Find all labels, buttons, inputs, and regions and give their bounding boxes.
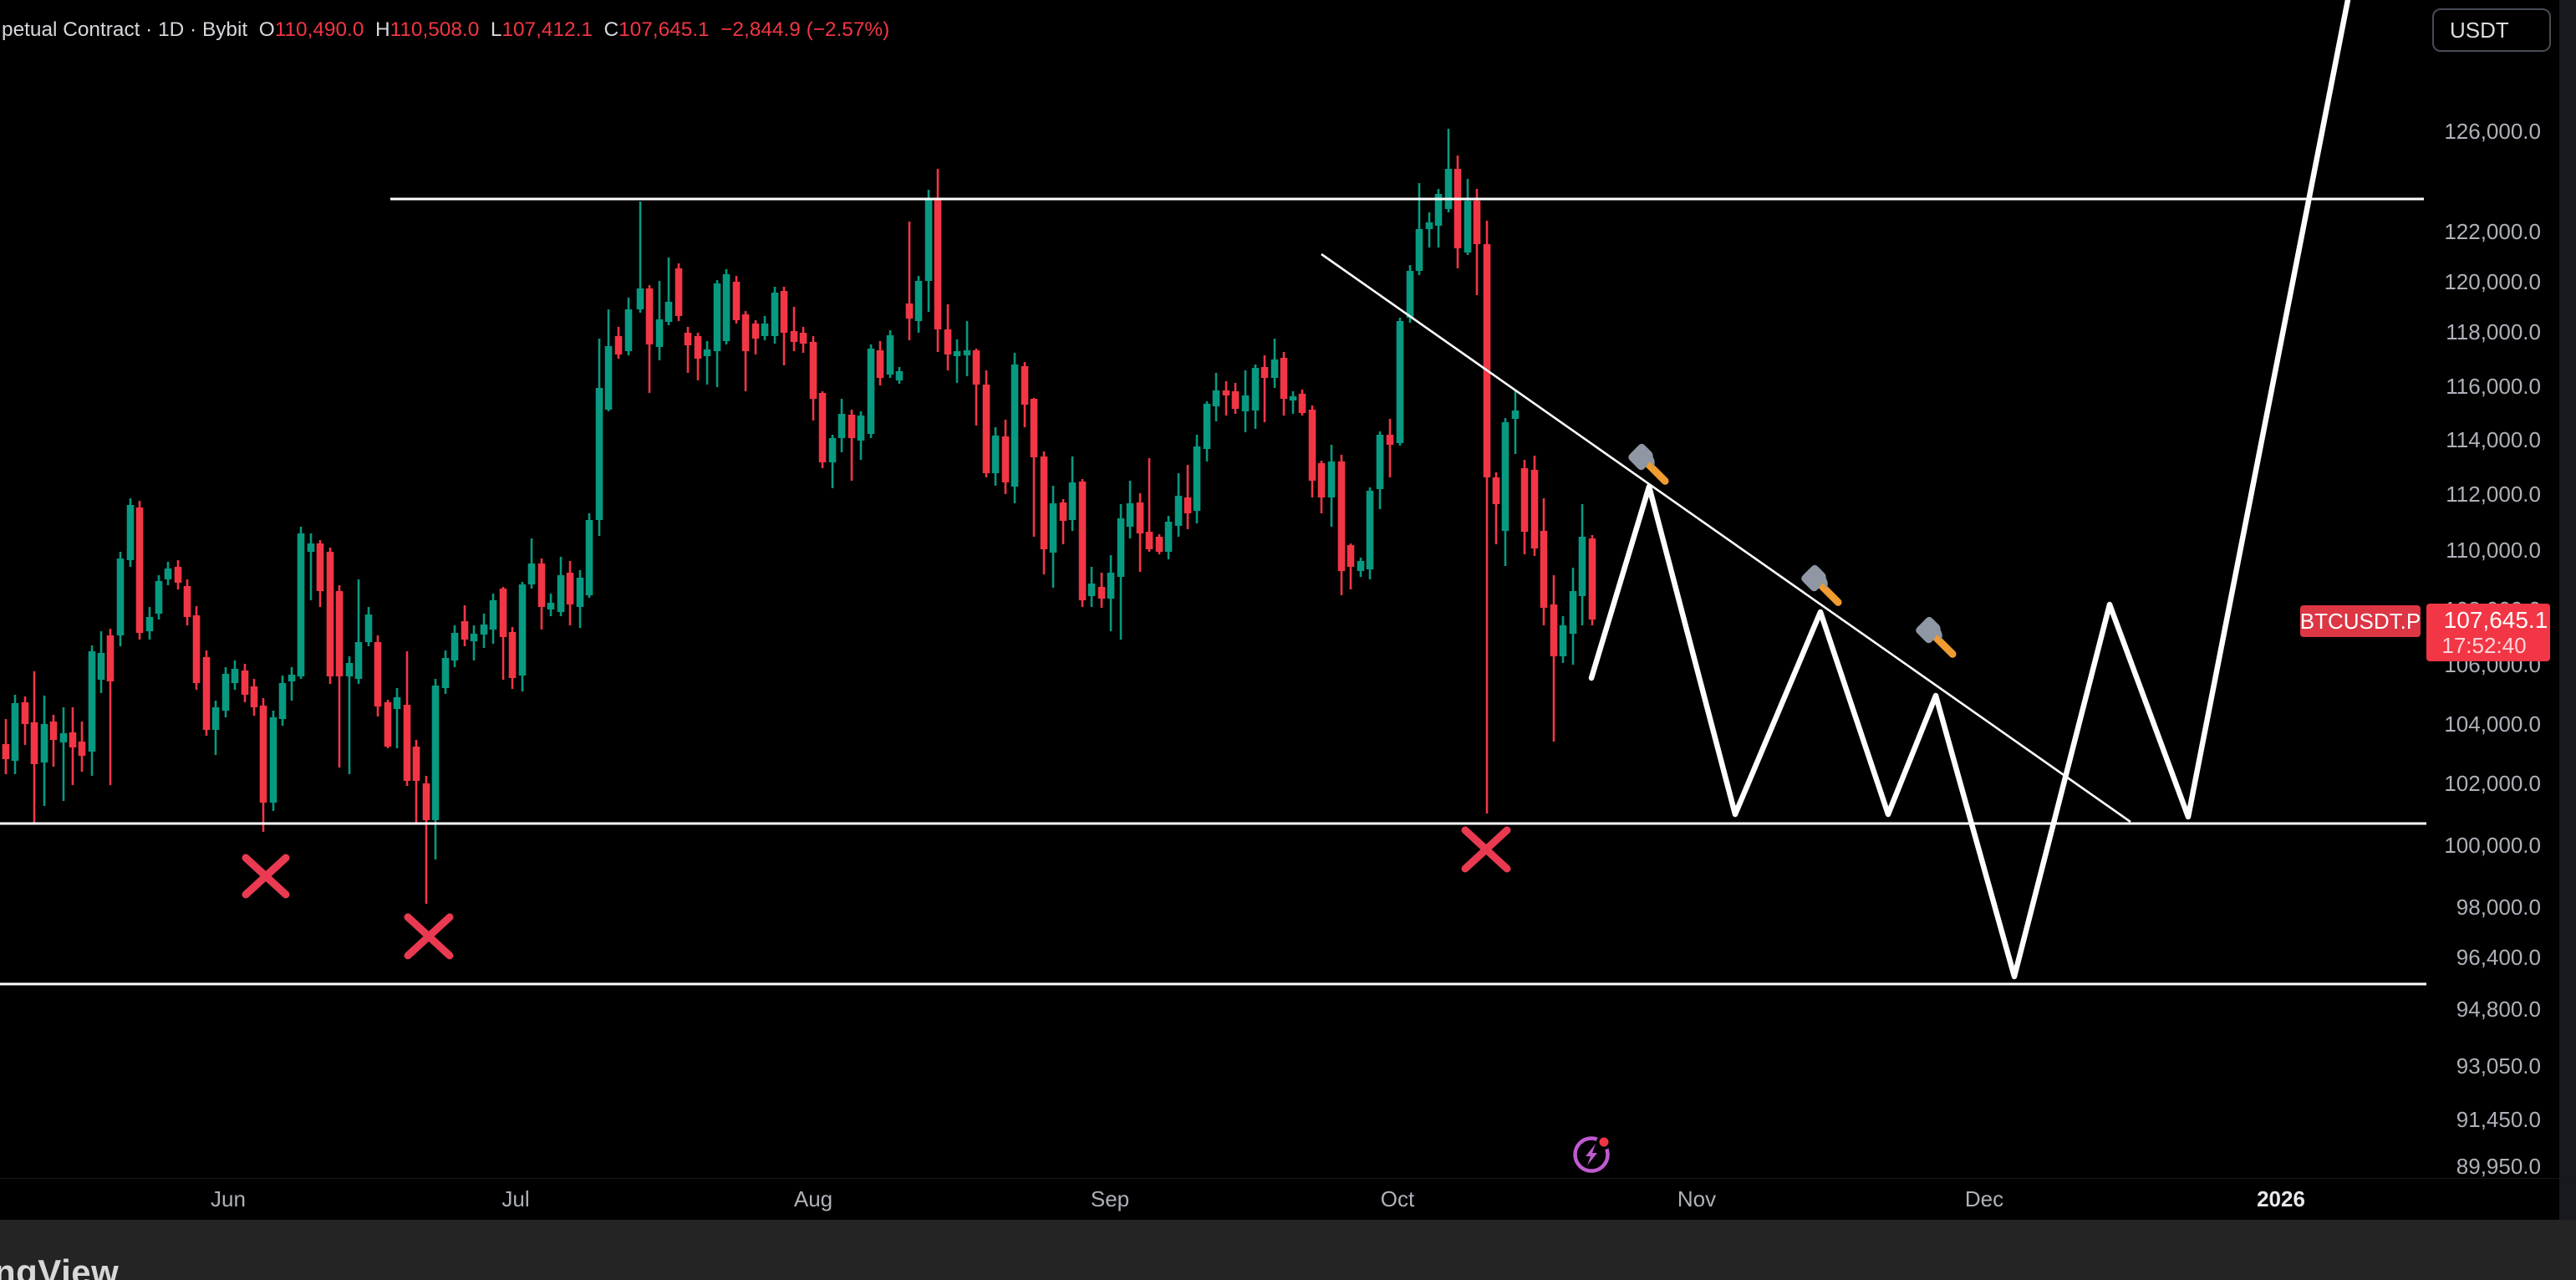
- svg-text:104,000.0: 104,000.0: [2444, 711, 2541, 737]
- svg-text:118,000.0: 118,000.0: [2446, 319, 2541, 344]
- svg-text:89,950.0: 89,950.0: [2456, 1154, 2541, 1179]
- svg-text:112,000.0: 112,000.0: [2446, 482, 2541, 507]
- svg-text:122,000.0: 122,000.0: [2444, 219, 2541, 244]
- svg-text:Oct: Oct: [1381, 1186, 1415, 1211]
- svg-text:Nov: Nov: [1677, 1186, 1716, 1211]
- svg-text:Jul: Jul: [501, 1186, 529, 1211]
- svg-text:2026: 2026: [2257, 1186, 2305, 1211]
- svg-text:Dec: Dec: [1965, 1186, 2003, 1211]
- svg-text:116,000.0: 116,000.0: [2446, 374, 2541, 399]
- svg-text:100,000.0: 100,000.0: [2444, 833, 2541, 858]
- svg-text:107,645.1: 107,645.1: [2444, 607, 2548, 633]
- svg-text:Sep: Sep: [1091, 1186, 1129, 1211]
- svg-text:BTCUSDT.P: BTCUSDT.P: [2300, 609, 2421, 634]
- svg-text:98,000.0: 98,000.0: [2456, 895, 2541, 920]
- svg-text:114,000.0: 114,000.0: [2446, 427, 2541, 452]
- svg-text:17:52:40: 17:52:40: [2441, 633, 2526, 658]
- svg-text:102,000.0: 102,000.0: [2444, 771, 2541, 796]
- svg-text:93,050.0: 93,050.0: [2456, 1053, 2541, 1079]
- svg-text:110,000.0: 110,000.0: [2446, 538, 2541, 563]
- svg-text:120,000.0: 120,000.0: [2444, 269, 2541, 294]
- svg-text:Aug: Aug: [794, 1186, 832, 1211]
- svg-text:96,400.0: 96,400.0: [2456, 945, 2541, 970]
- svg-text:94,800.0: 94,800.0: [2456, 997, 2541, 1022]
- svg-text:126,000.0: 126,000.0: [2444, 119, 2541, 144]
- svg-text:91,450.0: 91,450.0: [2456, 1107, 2541, 1132]
- svg-text:Jun: Jun: [211, 1186, 246, 1211]
